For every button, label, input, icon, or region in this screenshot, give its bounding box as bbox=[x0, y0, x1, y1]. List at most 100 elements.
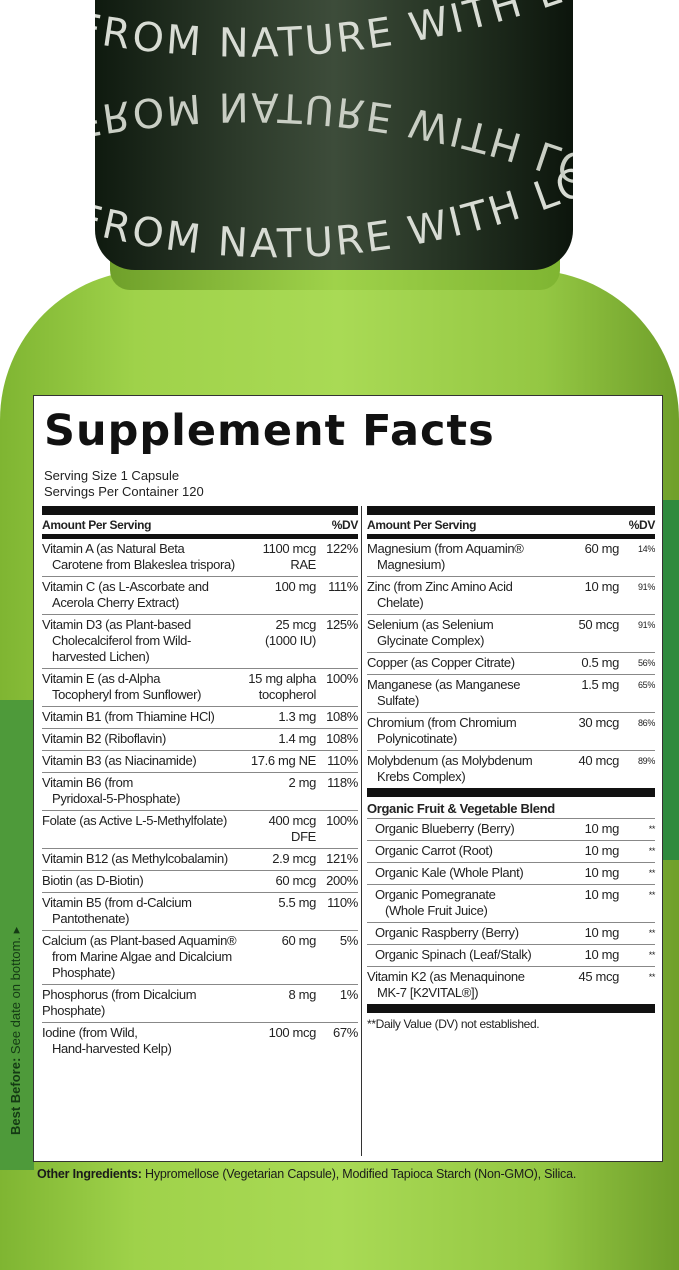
nutrient-dv: 121% bbox=[326, 851, 358, 866]
nutrient-name: Biotin (as D-Biotin) bbox=[42, 873, 144, 888]
nutrient-row: Vitamin C (as L-Ascorbate and Acerola Che… bbox=[42, 577, 358, 615]
nutrient-row: Calcium (as Plant-based Aquamin® from Mar… bbox=[42, 931, 358, 985]
supplement-facts-label: Supplement Facts Serving Size 1 Capsule … bbox=[33, 395, 663, 1162]
nutrient-dv: 118% bbox=[327, 775, 358, 790]
nutrient-row: Vitamin E (as d-Alpha Tocopheryl from Sun… bbox=[42, 669, 358, 707]
nutrient-dv: 108% bbox=[326, 709, 358, 724]
thick-rule bbox=[367, 506, 655, 515]
nutrient-amount: 10 mg bbox=[584, 843, 620, 858]
nutrient-row: Biotin (as D-Biotin) 60 mcg 200% bbox=[42, 871, 358, 893]
nutrient-dv: 122% bbox=[326, 541, 358, 556]
nutrient-name: Organic Pomegranate (Whole Fruit Juice) bbox=[375, 887, 496, 918]
nutrient-amount: 25 mcg (1000 IU) bbox=[264, 617, 316, 648]
nutrient-name: Chromium (from Chromium Polynicotinate) bbox=[367, 715, 517, 746]
nutrient-name: Manganese (as Manganese Sulfate) bbox=[367, 677, 521, 708]
nutrient-amount: 100 mcg bbox=[268, 1025, 317, 1040]
nutrient-dv: 14% bbox=[638, 544, 655, 554]
nutrient-dv: ** bbox=[648, 824, 656, 834]
other-ingredients: Other Ingredients: Hypromellose (Vegetar… bbox=[37, 1167, 577, 1181]
nutrient-name: Vitamin A (as Natural Beta Carotene from … bbox=[42, 541, 235, 572]
nutrient-dv: ** bbox=[648, 846, 656, 856]
nutrient-name: Organic Blueberry (Berry) bbox=[375, 821, 515, 836]
nutrient-amount: 10 mg bbox=[584, 947, 620, 962]
nutrient-name: Vitamin B6 (from Pyridoxal-5-Phosphate) bbox=[42, 775, 181, 806]
nutrient-row: Vitamin D3 (as Plant-based Cholecalcifero… bbox=[42, 615, 358, 669]
nutrient-name: Vitamin B5 (from d-Calcium Pantothenate) bbox=[42, 895, 192, 926]
nutrient-row: Iodine (from Wild, Hand-harvested Kelp) 10… bbox=[42, 1023, 358, 1060]
nutrient-row: Manganese (as Manganese Sulfate) 1.5 mg 65% bbox=[367, 675, 655, 713]
nutrient-amount: 17.6 mg NE bbox=[250, 753, 317, 768]
nutrient-dv: 86% bbox=[638, 718, 655, 728]
nutrient-dv: 91% bbox=[638, 582, 655, 592]
nutrient-amount: 1100 mcg RAE bbox=[262, 541, 317, 572]
nutrient-row: Organic Carrot (Root) 10 mg ** bbox=[367, 841, 655, 863]
nutrient-dv: ** bbox=[648, 972, 656, 982]
nutrient-name: Vitamin E (as d-Alpha Tocopheryl from Sun… bbox=[42, 671, 202, 702]
table-header: Amount Per Serving %DV bbox=[367, 515, 655, 539]
table-header: Amount Per Serving %DV bbox=[42, 515, 358, 539]
nutrient-dv: 91% bbox=[638, 620, 655, 630]
nutrient-name: Vitamin K2 (as Menaquinone MK-7 [K2VITAL®… bbox=[367, 969, 525, 1000]
nutrient-row: Vitamin B6 (from Pyridoxal-5-Phosphate) 2 … bbox=[42, 773, 358, 811]
nutrient-dv: 65% bbox=[638, 680, 655, 690]
nutrient-name: Folate (as Active L-5-Methylfolate) bbox=[42, 813, 227, 828]
nutrient-row: Folate (as Active L-5-Methylfolate) 400 m… bbox=[42, 811, 358, 849]
nutrient-amount: 400 mcg DFE bbox=[268, 813, 317, 844]
nutrient-dv: 89% bbox=[638, 756, 655, 766]
nutrient-row: Vitamin B2 (Riboflavin) 1.4 mg 108% bbox=[42, 729, 358, 751]
nutrient-dv: ** bbox=[648, 928, 656, 938]
nutrient-dv: ** bbox=[648, 868, 656, 878]
nutrient-name: Organic Raspberry (Berry) bbox=[375, 925, 519, 940]
thick-rule bbox=[42, 506, 358, 515]
nutrient-name: Organic Carrot (Root) bbox=[375, 843, 493, 858]
nutrient-amount: 1.4 mg bbox=[278, 731, 316, 746]
nutrient-name: Magnesium (from Aquamin® Magnesium) bbox=[367, 541, 524, 572]
nutrient-name: Calcium (as Plant-based Aquamin® from Mar… bbox=[42, 933, 237, 980]
nutrient-row: Vitamin B12 (as Methylcobalamin) 2.9 mcg 1… bbox=[42, 849, 358, 871]
nutrient-name: Vitamin B2 (Riboflavin) bbox=[42, 731, 166, 746]
footnote: **Daily Value (DV) not established. bbox=[367, 1017, 540, 1031]
serving-info: Serving Size 1 Capsule Servings Per Cont… bbox=[44, 468, 204, 500]
servings-per-container: Servings Per Container 120 bbox=[44, 484, 204, 499]
nutrient-dv: 56% bbox=[638, 658, 655, 668]
nutrient-amount: 10 mg bbox=[584, 579, 620, 594]
nutrient-row: Vitamin B1 (from Thiamine HCl) 1.3 mg 108% bbox=[42, 707, 358, 729]
nutrient-amount: 8 mg bbox=[288, 987, 316, 1002]
nutrient-amount: 60 mg bbox=[281, 933, 317, 948]
nutrient-dv: 110% bbox=[327, 753, 358, 768]
nutrient-amount: 10 mg bbox=[584, 821, 620, 836]
nutrient-amount: 2 mg bbox=[288, 775, 316, 790]
nutrient-row: Organic Spinach (Leaf/Stalk) 10 mg ** bbox=[367, 945, 655, 967]
nutrient-dv: 67% bbox=[333, 1025, 358, 1040]
nutrient-name: Vitamin C (as L-Ascorbate and Acerola Che… bbox=[42, 579, 209, 610]
facts-title: Supplement Facts bbox=[44, 406, 495, 456]
nutrient-amount: 0.5 mg bbox=[581, 655, 619, 670]
nutrient-row: Organic Blueberry (Berry) 10 mg ** bbox=[367, 819, 655, 841]
nutrient-name: Vitamin B12 (as Methylcobalamin) bbox=[42, 851, 228, 866]
nutrient-amount: 50 mcg bbox=[578, 617, 619, 632]
nutrient-name: Selenium (as Selenium Glycinate Complex) bbox=[367, 617, 494, 648]
nutrient-amount: 60 mg bbox=[584, 541, 620, 556]
nutrient-row: Vitamin B5 (from d-Calcium Pantothenate) 5… bbox=[42, 893, 358, 931]
nutrient-amount: 45 mcg bbox=[578, 969, 619, 984]
nutrient-amount: 60 mcg bbox=[275, 873, 316, 888]
nutrient-row: Vitamin K2 (as Menaquinone MK-7 [K2VITAL®… bbox=[367, 967, 655, 1004]
cap-text-logo: FROM NATURE WITH LOVE ® FROM NATURE WITH… bbox=[95, 0, 573, 270]
nutrient-dv: 200% bbox=[326, 873, 358, 888]
side-band bbox=[0, 700, 34, 1170]
nutrient-name: Vitamin B3 (as Niacinamide) bbox=[42, 753, 197, 768]
nutrient-amount: 1.5 mg bbox=[581, 677, 619, 692]
nutrient-amount: 10 mg bbox=[584, 887, 620, 902]
nutrient-name: Organic Kale (Whole Plant) bbox=[375, 865, 524, 880]
nutrient-amount: 10 mg bbox=[584, 865, 620, 880]
nutrient-dv: ** bbox=[648, 950, 656, 960]
nutrient-row: Organic Pomegranate (Whole Fruit Juice) 10… bbox=[367, 885, 655, 923]
nutrient-dv: 110% bbox=[327, 895, 358, 910]
nutrient-dv: 108% bbox=[326, 731, 358, 746]
thick-rule bbox=[367, 1004, 655, 1013]
blend-title: Organic Fruit & Vegetable Blend bbox=[367, 797, 655, 819]
nutrient-amount: 5.5 mg bbox=[278, 895, 316, 910]
nutrient-name: Copper (as Copper Citrate) bbox=[367, 655, 515, 670]
nutrient-name: Organic Spinach (Leaf/Stalk) bbox=[375, 947, 532, 962]
nutrient-name: Phosphorus (from Dicalcium Phosphate) bbox=[42, 987, 197, 1018]
